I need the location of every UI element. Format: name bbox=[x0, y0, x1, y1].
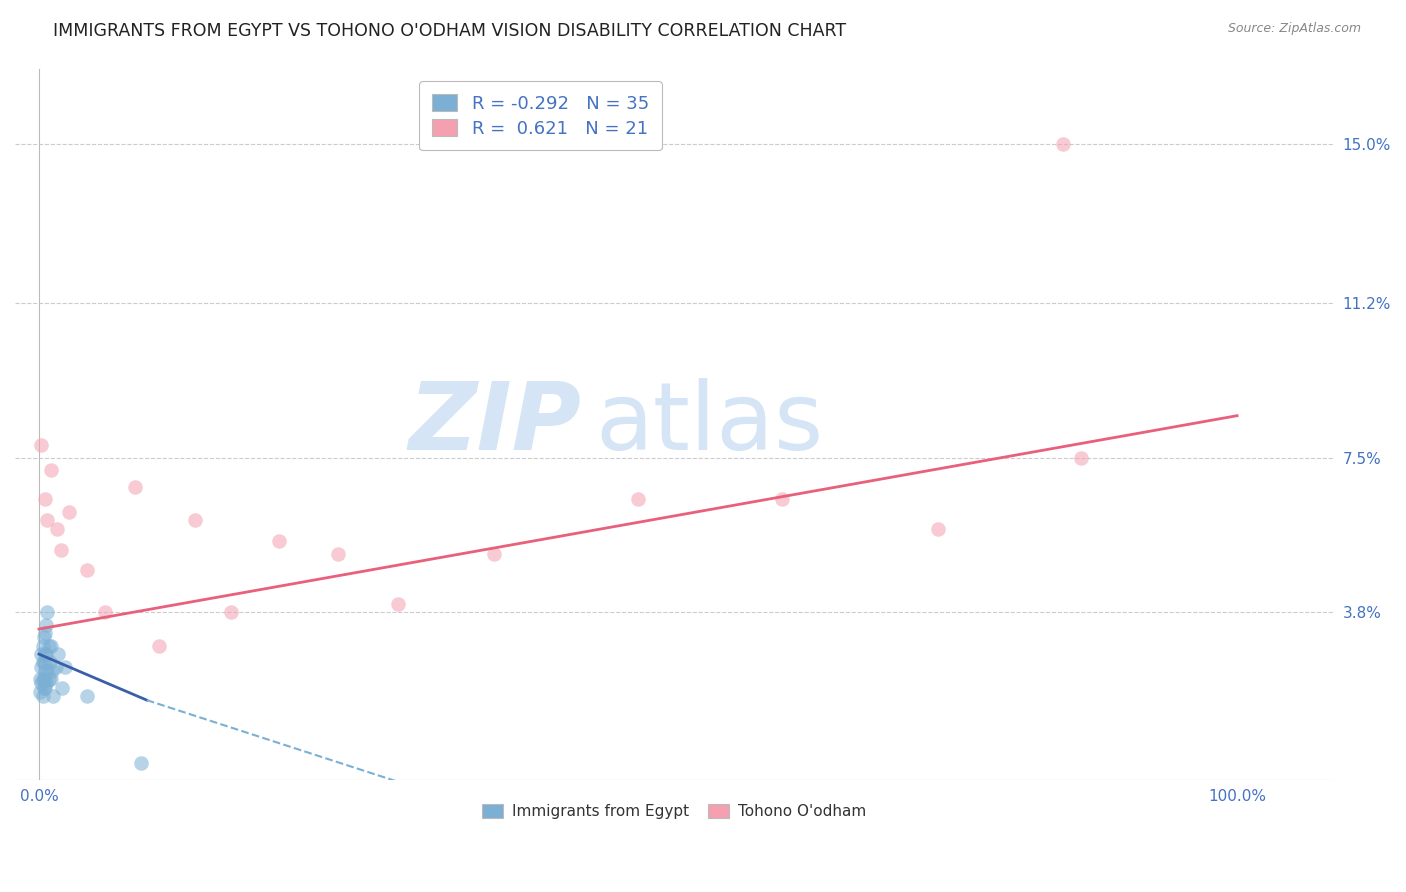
Text: Source: ZipAtlas.com: Source: ZipAtlas.com bbox=[1227, 22, 1361, 36]
Point bbox=[30, 676, 52, 690]
Point bbox=[30, 438, 52, 452]
Point bbox=[927, 522, 949, 536]
Point bbox=[30, 647, 52, 661]
Point bbox=[31, 656, 53, 670]
Point bbox=[219, 605, 242, 619]
Legend: Immigrants from Egypt, Tohono O'odham: Immigrants from Egypt, Tohono O'odham bbox=[475, 797, 873, 825]
Point bbox=[183, 513, 205, 527]
Text: atlas: atlas bbox=[595, 378, 823, 470]
Point bbox=[124, 480, 146, 494]
Point bbox=[37, 513, 59, 527]
Point bbox=[387, 597, 409, 611]
Point bbox=[38, 672, 60, 686]
Point bbox=[34, 664, 56, 678]
Point bbox=[31, 639, 53, 653]
Point bbox=[35, 617, 58, 632]
Point bbox=[39, 672, 62, 686]
Point bbox=[58, 505, 80, 519]
Point bbox=[38, 656, 60, 670]
Text: IMMIGRANTS FROM EGYPT VS TOHONO O'ODHAM VISION DISABILITY CORRELATION CHART: IMMIGRANTS FROM EGYPT VS TOHONO O'ODHAM … bbox=[53, 22, 846, 40]
Point bbox=[30, 659, 52, 673]
Point bbox=[94, 605, 117, 619]
Point bbox=[41, 664, 63, 678]
Text: ZIP: ZIP bbox=[409, 378, 582, 470]
Point bbox=[37, 664, 59, 678]
Point bbox=[30, 685, 52, 699]
Point bbox=[484, 547, 506, 561]
Point bbox=[34, 626, 56, 640]
Point bbox=[30, 672, 52, 686]
Point bbox=[627, 492, 650, 507]
Point bbox=[76, 564, 98, 578]
Point bbox=[38, 639, 60, 653]
Point bbox=[34, 492, 56, 507]
Point bbox=[129, 756, 152, 770]
Point bbox=[39, 639, 62, 653]
Point bbox=[770, 492, 793, 507]
Point bbox=[49, 542, 72, 557]
Point bbox=[1052, 136, 1074, 151]
Point bbox=[34, 681, 56, 695]
Point bbox=[42, 689, 65, 703]
Point bbox=[31, 689, 53, 703]
Point bbox=[1070, 450, 1092, 465]
Point bbox=[34, 647, 56, 661]
Point bbox=[35, 676, 58, 690]
Point bbox=[45, 659, 67, 673]
Point bbox=[46, 647, 69, 661]
Point bbox=[51, 681, 73, 695]
Point bbox=[32, 656, 55, 670]
Point bbox=[53, 659, 76, 673]
Point bbox=[32, 681, 55, 695]
Point bbox=[39, 463, 62, 477]
Point bbox=[148, 639, 170, 653]
Point bbox=[328, 547, 350, 561]
Point bbox=[37, 605, 59, 619]
Point bbox=[31, 672, 53, 686]
Point bbox=[45, 522, 67, 536]
Point bbox=[35, 647, 58, 661]
Point bbox=[32, 672, 55, 686]
Point bbox=[32, 631, 55, 645]
Point bbox=[76, 689, 98, 703]
Point bbox=[267, 534, 290, 549]
